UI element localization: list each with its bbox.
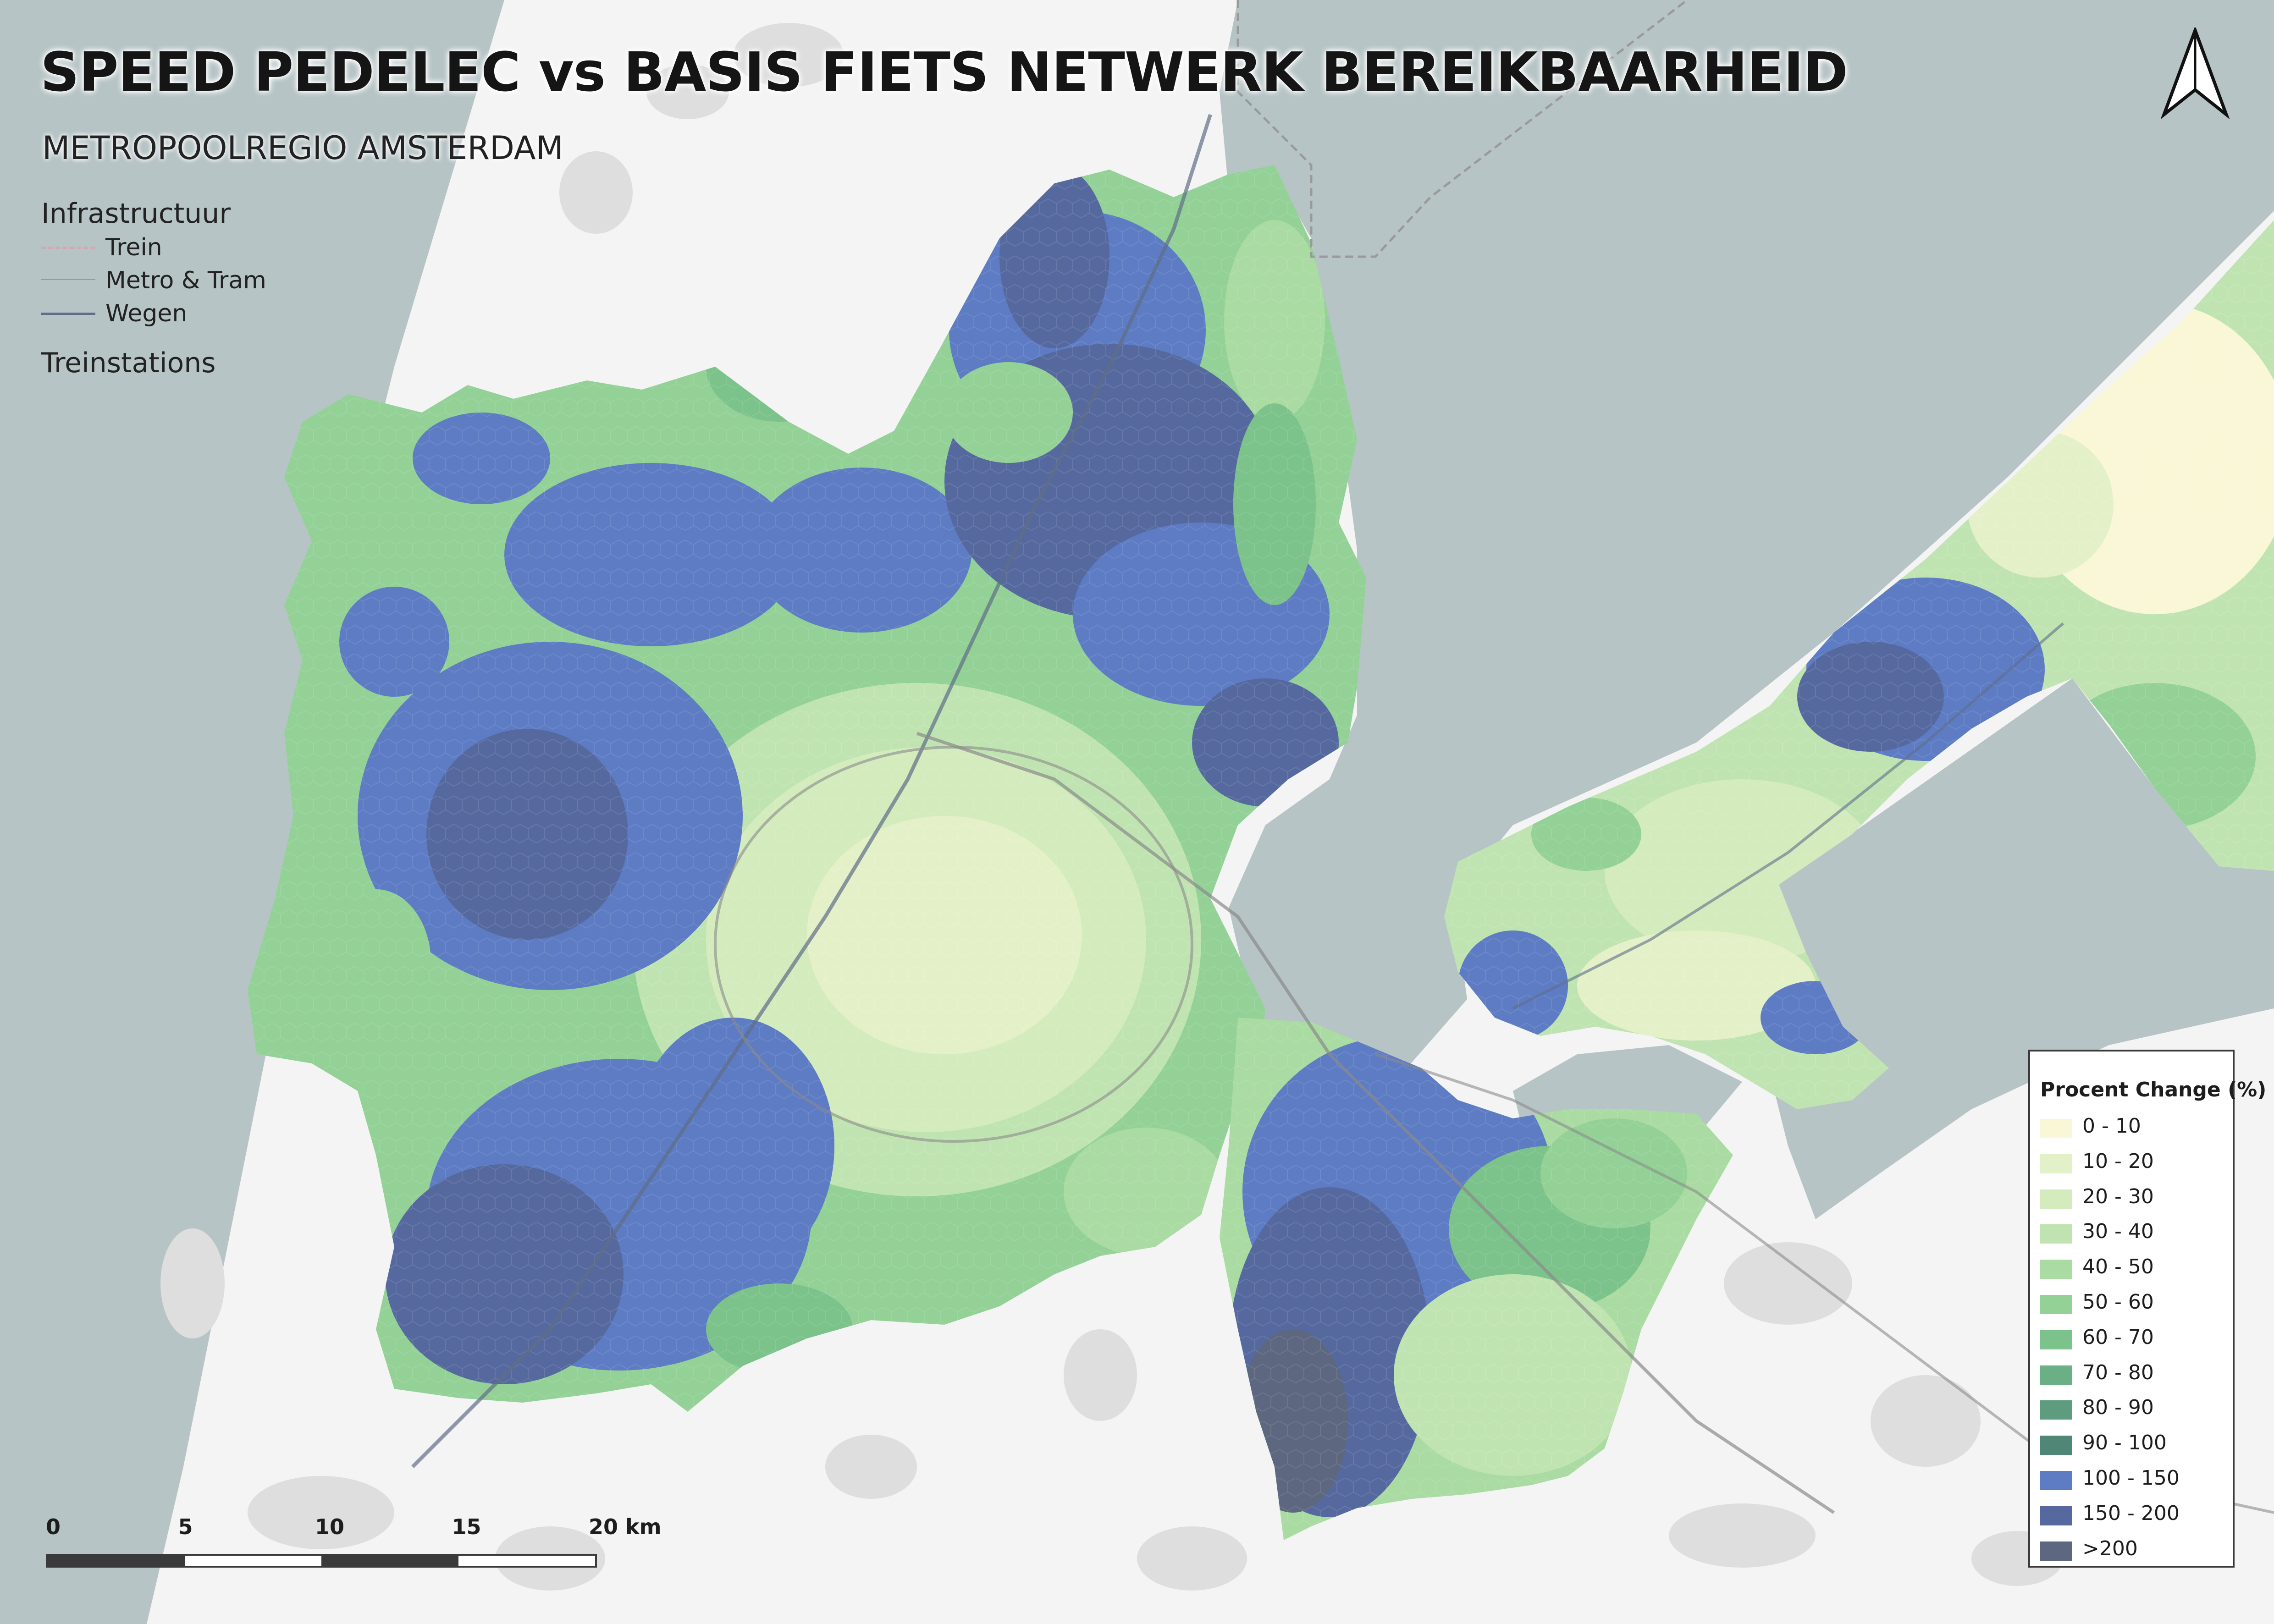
legend-swatch: [2040, 1224, 2072, 1244]
infrastructure-legend: Infrastructuur Trein Metro & Tram Wegen …: [41, 196, 371, 380]
legend-swatch: [2040, 1400, 2072, 1420]
legend-label: 100 - 150: [2082, 1466, 2180, 1490]
legend-label: 40 - 50: [2082, 1255, 2154, 1279]
infra-item-train: Trein: [41, 231, 371, 264]
double-line-icon: [41, 278, 95, 282]
scale-track: [46, 1554, 597, 1568]
legend-label: 90 - 100: [2082, 1431, 2167, 1455]
legend-row: 0 - 10: [2040, 1111, 2233, 1146]
infra-label: Wegen: [105, 300, 188, 327]
infra-label: Trein: [105, 234, 162, 261]
legend-row: 50 - 60: [2040, 1287, 2233, 1322]
value-legend: Procent Change (%) 0 - 10 10 - 20 20 - 30 3…: [2028, 1050, 2267, 1568]
scale-label: 5: [178, 1514, 193, 1539]
legend-row: >200: [2040, 1533, 2233, 1569]
infra-item-metro: Metro & Tram: [41, 264, 371, 297]
road-network: [411, 0, 2274, 1514]
infrastructure-heading: Infrastructuur: [41, 198, 231, 230]
solid-line-icon: [41, 313, 95, 315]
scale-segment: [48, 1556, 185, 1566]
scale-segment: [458, 1556, 595, 1566]
scale-label: 0: [46, 1514, 61, 1539]
legend-swatch: [2040, 1154, 2072, 1173]
legend-swatch: [2040, 1260, 2072, 1279]
legend-label: 50 - 60: [2082, 1290, 2154, 1314]
legend-swatch: [2040, 1330, 2072, 1349]
legend-label: 60 - 70: [2082, 1325, 2154, 1349]
legend-label: 0 - 10: [2082, 1114, 2141, 1138]
legend-swatch: [2040, 1119, 2072, 1138]
legend-swatch: [2040, 1506, 2072, 1525]
legend-rows: 0 - 10 10 - 20 20 - 30 30 - 40 40 - 50 50 - 6…: [2040, 1111, 2233, 1568]
legend-label: 150 - 200: [2082, 1501, 2180, 1525]
legend-title: Procent Change (%): [2040, 1078, 2267, 1101]
legend-label: 70 - 80: [2082, 1360, 2154, 1384]
scale-label: 15: [452, 1514, 481, 1539]
scale-segment: [321, 1556, 458, 1566]
legend-row: 20 - 30: [2040, 1181, 2233, 1217]
legend-label: 10 - 20: [2082, 1149, 2154, 1173]
infra-label: Metro & Tram: [105, 267, 266, 294]
legend-row: 70 - 80: [2040, 1357, 2233, 1393]
legend-label: 80 - 90: [2082, 1396, 2154, 1420]
legend-swatch: [2040, 1541, 2072, 1561]
legend-swatch: [2040, 1470, 2072, 1490]
legend-row: 10 - 20: [2040, 1146, 2233, 1181]
map-subtitle: METROPOOLREGIO AMSTERDAM: [42, 129, 563, 167]
north-arrow-icon: [2160, 28, 2230, 119]
infra-item-roads: Wegen: [41, 297, 371, 330]
legend-row: 40 - 50: [2040, 1251, 2233, 1287]
legend-swatch: [2040, 1365, 2072, 1385]
legend-swatch: [2040, 1294, 2072, 1314]
legend-label: 30 - 40: [2082, 1220, 2154, 1244]
built-area-layer: [160, 23, 2155, 1591]
legend-row: 90 - 100: [2040, 1427, 2233, 1463]
scale-label: 10: [315, 1514, 345, 1539]
legend-row: 60 - 70: [2040, 1322, 2233, 1357]
legend-swatch: [2040, 1436, 2072, 1455]
stations-heading: Treinstations: [41, 347, 216, 379]
scale-segment: [184, 1556, 321, 1566]
dashed-line-icon: [41, 247, 95, 249]
scale-bar: 0 5 10 15 20 km: [46, 1514, 662, 1568]
legend-row: 30 - 40: [2040, 1216, 2233, 1251]
legend-swatch: [2040, 1189, 2072, 1209]
legend-row: 80 - 90: [2040, 1392, 2233, 1427]
map-title: SPEED PEDELEC vs BASIS FIETS NETWERK BER…: [40, 40, 1848, 104]
legend-row: 150 - 200: [2040, 1498, 2233, 1533]
legend-label: 20 - 30: [2082, 1184, 2154, 1208]
legend-label: >200: [2082, 1536, 2138, 1560]
scale-label: 20 km: [589, 1514, 662, 1539]
legend-row: 100 - 150: [2040, 1463, 2233, 1498]
